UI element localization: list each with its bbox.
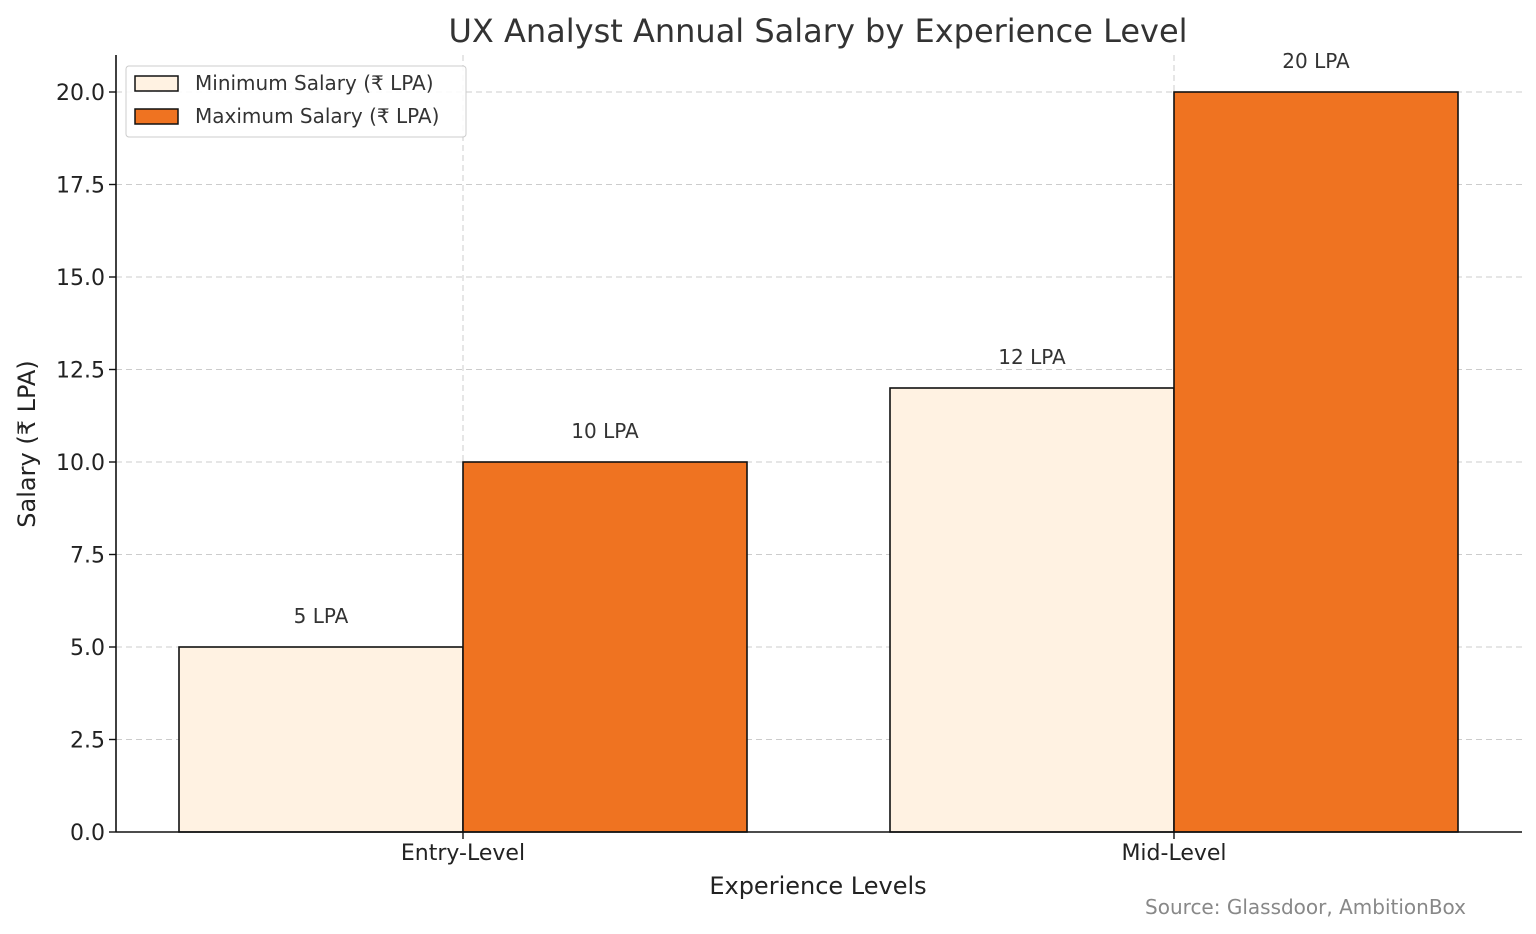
bar-minimum-mid-level [889, 387, 1175, 833]
legend-swatch-minimum [134, 75, 179, 92]
data-label: 5 LPA [294, 604, 349, 628]
axes [109, 55, 1522, 839]
y-tick-label: 10.0 [56, 451, 105, 476]
chart-title: UX Analyst Annual Salary by Experience L… [448, 12, 1187, 50]
data-labels: 5 LPA 12 LPA 10 LPA 20 LPA [294, 49, 1350, 628]
y-tick-label: 5.0 [70, 636, 105, 661]
bars [178, 91, 1459, 833]
data-label: 10 LPA [571, 419, 639, 443]
y-tick-label: 17.5 [56, 174, 105, 199]
data-label: 12 LPA [998, 345, 1066, 369]
source-note: Source: Glassdoor, AmbitionBox [1145, 895, 1466, 919]
x-tick-labels: Entry-Level Mid-Level [401, 841, 1227, 866]
legend-frame [125, 65, 467, 138]
y-tick-labels: 0.0 2.5 5.0 7.5 10.0 12.5 15.0 17.5 20.0 [56, 81, 105, 846]
bar-minimum-entry-level [178, 646, 464, 833]
x-tick-label: Entry-Level [401, 841, 525, 866]
y-tick-label: 15.0 [56, 266, 105, 291]
y-tick-label: 2.5 [70, 729, 105, 754]
y-axis-label: Salary (₹ LPA) [13, 360, 41, 527]
x-tick-label: Mid-Level [1121, 841, 1226, 866]
y-tick-label: 12.5 [56, 359, 105, 384]
legend-label-minimum: Minimum Salary (₹ LPA) [195, 71, 434, 95]
data-label: 20 LPA [1282, 49, 1350, 73]
bar-maximum-entry-level [462, 461, 748, 833]
y-tick-label: 7.5 [70, 544, 105, 569]
bar-maximum-mid-level [1173, 91, 1459, 833]
y-tick-label: 0.0 [70, 821, 105, 846]
legend: Minimum Salary (₹ LPA) Maximum Salary (₹… [125, 65, 467, 138]
legend-label-maximum: Maximum Salary (₹ LPA) [195, 104, 439, 128]
y-tick-label: 20.0 [56, 81, 105, 106]
x-axis-label: Experience Levels [709, 872, 926, 900]
legend-swatch-maximum [134, 108, 179, 125]
